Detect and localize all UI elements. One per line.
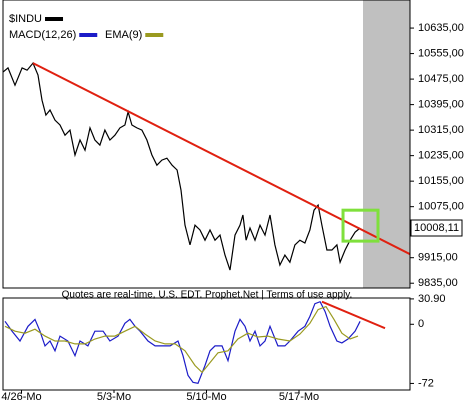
legend-label: EMA(9): [105, 29, 142, 41]
x-tick-label: 5/17-Mo: [279, 391, 319, 403]
x-tick-label: 5/10-Mo: [186, 391, 226, 403]
y-tick-label: 10555,00: [418, 47, 464, 59]
y-tick-label: 10635,00: [418, 22, 464, 34]
x-tick-label: 4/26-Mo: [1, 391, 41, 403]
y-tick-label: 30.90: [418, 293, 446, 305]
series-line: [4, 305, 359, 374]
series-line: [2, 61, 361, 271]
last-price-box: [410, 219, 463, 237]
plot-frame: [2, 297, 411, 391]
legend-swatch: [45, 17, 64, 21]
highlight-box: [341, 208, 380, 243]
y-tick-label: 10155,00: [418, 175, 464, 187]
series-line: [4, 300, 361, 384]
y-tick-label: 0: [418, 318, 424, 330]
y-tick-label: 9915,00: [418, 252, 458, 264]
y-tick-label: 10315,00: [418, 124, 464, 136]
trend-line: [32, 62, 411, 256]
y-tick-label: 10075,00: [418, 201, 464, 213]
trend-line: [321, 300, 386, 330]
legend-label: $INDU: [9, 13, 42, 25]
note: Quotes are real-time, U.S. EDT. Prophet.…: [62, 290, 353, 301]
y-tick-label: -72: [418, 377, 434, 389]
future-shade: [363, 0, 410, 288]
x-tick-label: 5/3-Mo: [97, 391, 131, 403]
last-price-label: 10008,11: [414, 222, 459, 234]
y-tick-label: 9835,00: [418, 277, 458, 289]
legend-swatch: [145, 33, 164, 37]
legend-swatch: [79, 33, 98, 37]
legend-label: MACD(12,26): [9, 29, 76, 41]
plot-frame: [2, 0, 411, 289]
y-tick-label: 10235,00: [418, 150, 464, 162]
y-tick-label: 10475,00: [418, 73, 464, 85]
y-tick-label: 10395,00: [418, 99, 464, 111]
